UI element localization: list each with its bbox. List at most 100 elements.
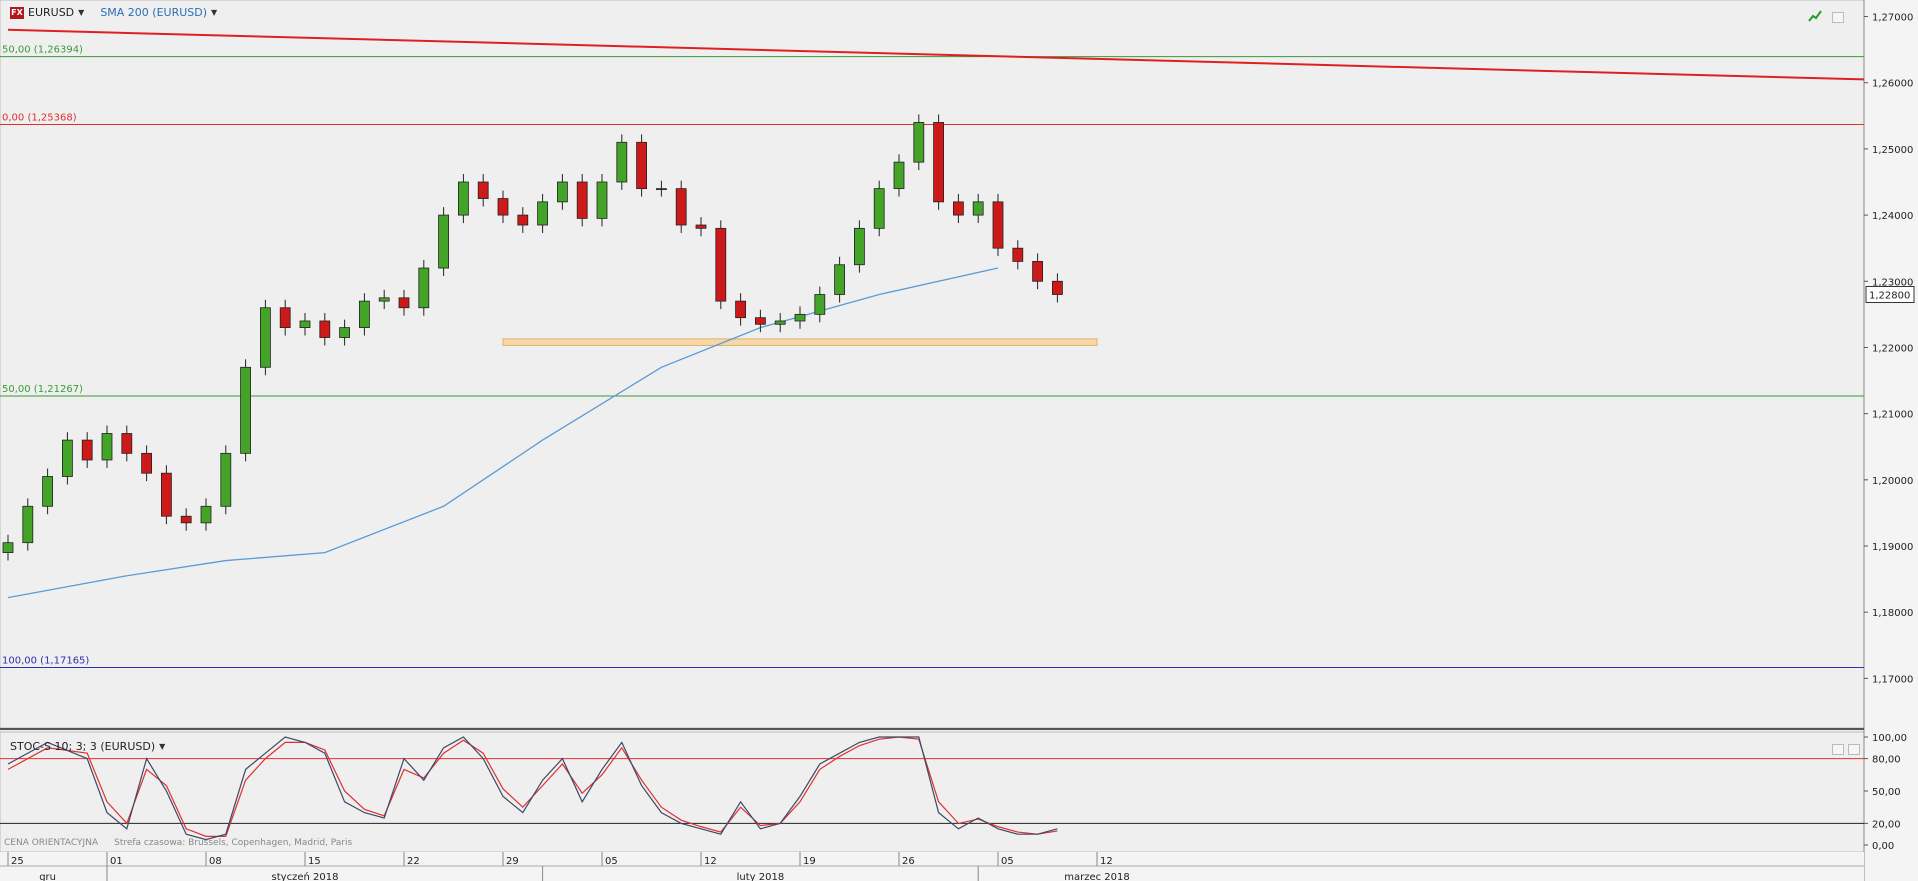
current-price-box (1865, 286, 1915, 304)
candle-body (537, 201, 548, 226)
stoch-tick-label: 0,00 (1872, 841, 1894, 852)
day-tick-label: 05 (1001, 856, 1014, 867)
candle-body (477, 181, 489, 199)
month-label: marzec 2018 (1064, 872, 1130, 881)
panel-restore-icon[interactable] (1832, 744, 1844, 755)
candle-body (972, 201, 984, 216)
chevron-down-icon[interactable]: ▼ (78, 8, 85, 17)
candle-body (418, 267, 430, 309)
chevron-down-icon[interactable]: ▼ (211, 8, 218, 17)
candle-body (22, 505, 34, 544)
candle-body (557, 181, 568, 203)
fib-level-label: 50,00 (1,21267) (2, 384, 83, 395)
candle-body (81, 439, 93, 461)
indicator-label[interactable]: SMA 200 (EURUSD) (100, 6, 208, 19)
candle-body (616, 141, 628, 183)
price-tick-label: 1,17000 (1872, 674, 1913, 685)
candle-body (656, 188, 667, 191)
day-tick-label: 01 (110, 856, 123, 867)
stoch-tick-label: 100,00 (1872, 733, 1907, 744)
support-zone (502, 338, 1098, 346)
day-tick-label: 19 (803, 856, 816, 867)
window-restore-icon[interactable] (1832, 12, 1844, 23)
chevron-down-icon[interactable]: ▼ (159, 742, 166, 751)
candle-body (1032, 261, 1043, 282)
candle-body (279, 307, 291, 328)
candle-body (774, 320, 786, 325)
candle-body (220, 452, 232, 507)
price-tick-label: 1,25000 (1872, 145, 1913, 156)
day-tick-label: 12 (1100, 856, 1113, 867)
candle-body (200, 505, 212, 524)
candle-body (695, 224, 707, 229)
candle-body (854, 227, 865, 266)
candle-body (1052, 280, 1063, 295)
day-tick-label: 25 (11, 856, 24, 867)
stoch-k-line (7, 736, 1058, 841)
month-label: styczeń 2018 (272, 871, 339, 881)
price-tick-label: 1,23000 (1872, 277, 1913, 288)
candle-body (497, 198, 509, 216)
candle-body (42, 476, 53, 507)
price-tick-label: 1,21000 (1872, 410, 1913, 421)
day-tick-label: 22 (407, 856, 420, 867)
candle-body (2, 542, 14, 554)
day-tick-label: 08 (209, 856, 222, 867)
month-label: luty 2018 (737, 872, 785, 881)
candle-body (180, 515, 192, 524)
candle-body (160, 472, 172, 517)
main-panel (0, 0, 1865, 729)
candle-body (398, 297, 410, 309)
footer-info: CENA ORIENTACYJNA Strefa czasowa: Brusse… (4, 838, 352, 848)
trend-icon[interactable] (1808, 9, 1822, 23)
price-tick-label: 1,27000 (1872, 13, 1913, 24)
price-tick-label: 1,24000 (1872, 211, 1913, 222)
price-axis-panel (1864, 0, 1918, 881)
candle-body (636, 141, 647, 190)
candle-body (715, 227, 727, 302)
candle-body (101, 433, 113, 461)
fx-icon: FX (10, 6, 24, 19)
candle-body (873, 188, 885, 229)
candle-body (992, 201, 1004, 249)
day-tick-label: 05 (605, 856, 618, 867)
candle-body (913, 122, 925, 163)
price-tick-label: 1,20000 (1872, 476, 1913, 487)
candle-body (339, 327, 351, 338)
candle-body (814, 294, 826, 315)
candle-body (517, 214, 529, 226)
day-tick-label: 12 (704, 856, 717, 867)
candle-body (675, 188, 687, 226)
day-tick-label: 26 (902, 856, 915, 867)
candle-body (755, 317, 766, 325)
symbol-label: EURUSD (28, 6, 75, 19)
trendline (7, 28, 1865, 81)
panel-close-icon[interactable] (1848, 744, 1860, 755)
candle-body (933, 122, 944, 203)
fib-level-label: 50,00 (1,26394) (2, 45, 83, 56)
stoch-tick-label: 80,00 (1872, 755, 1901, 766)
candle-body (893, 161, 905, 190)
candle-body (358, 300, 370, 328)
day-tick-label: 29 (506, 856, 519, 867)
candle-body (953, 201, 964, 216)
current-price-label: 1,22800 (1869, 291, 1910, 302)
candle-body (596, 181, 608, 219)
stoch-selector[interactable]: STOC-S 10; 3; 3 (EURUSD) ▼ (10, 740, 165, 753)
candle-body (141, 452, 153, 474)
price-tick-label: 1,22000 (1872, 343, 1913, 354)
month-label: gru (39, 872, 56, 881)
stoch-panel (0, 731, 1865, 853)
candle-body (240, 366, 252, 454)
candle-body (299, 320, 311, 328)
candle-body (319, 320, 331, 338)
price-type-label: CENA ORIENTACYJNA (4, 838, 99, 848)
symbol-selector[interactable]: FX EURUSD ▼ SMA 200 (EURUSD) ▼ (10, 6, 217, 19)
timezone-label: Strefa czasowa: Brussels, Copenhagen, Ma… (114, 838, 353, 848)
price-tick-label: 1,26000 (1872, 79, 1913, 90)
day-tick-label: 15 (308, 856, 321, 867)
candle-body (735, 300, 746, 319)
candle-body (457, 181, 469, 216)
price-tick-label: 1,18000 (1872, 608, 1913, 619)
